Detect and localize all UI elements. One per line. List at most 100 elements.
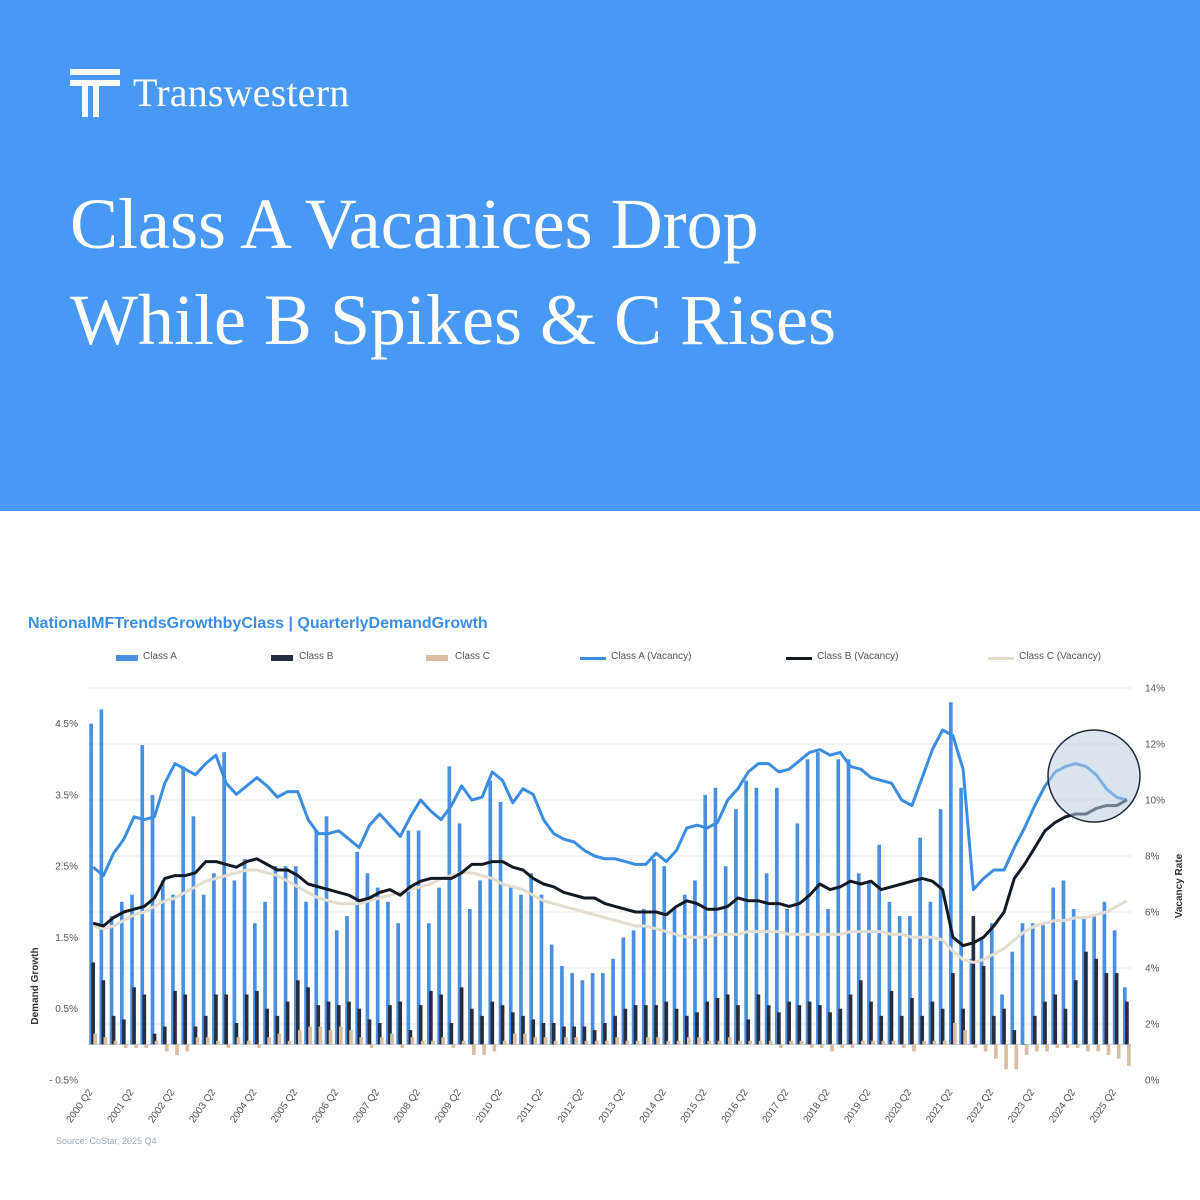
bar-class-c <box>451 1044 456 1048</box>
bar-class-b <box>1043 1001 1047 1045</box>
x-tick-label: 2002 Q2 <box>146 1087 177 1125</box>
legend-swatch-class-a-vacancy <box>580 657 606 660</box>
x-tick-label: 2004 Q2 <box>228 1087 259 1125</box>
bar-class-c <box>605 1040 609 1045</box>
demand-vacancy-chart: 4.5% 3.5% 2.5% 1.5% 0.5% - 0.5% 14% 12% 10% 8% 6%… <box>30 684 1185 1126</box>
bar-class-b <box>930 1001 935 1045</box>
right-tick-label: 2% <box>1145 1020 1160 1031</box>
bar-class-b <box>1002 1008 1006 1045</box>
bar-class-a <box>529 873 534 1045</box>
bar-class-a <box>375 887 380 1045</box>
bar-class-b <box>899 1015 904 1045</box>
line-class-c-vacancy- <box>92 868 1128 964</box>
bar-class-b <box>951 973 955 1045</box>
bar-class-b <box>633 1005 638 1045</box>
bar-class-c <box>103 1037 108 1045</box>
bar-class-a <box>989 923 994 1045</box>
bar-class-c <box>1024 1044 1029 1056</box>
bar-class-b <box>725 994 730 1045</box>
bar-class-c <box>553 1040 558 1045</box>
x-tick-label: 2014 Q2 <box>638 1087 669 1125</box>
bar-class-c <box>379 1037 384 1045</box>
transwestern-t-icon <box>70 69 120 117</box>
bar-class-c <box>1086 1044 1090 1052</box>
bar-class-a <box>713 787 718 1045</box>
bar-class-c <box>625 1040 630 1045</box>
bar-class-b <box>377 1022 382 1045</box>
bar-class-c <box>1116 1044 1121 1059</box>
bar-class-b <box>306 987 310 1045</box>
bar-class-c <box>994 1044 998 1059</box>
bar-class-a <box>519 894 523 1045</box>
bar-class-c <box>216 1040 220 1045</box>
bar-class-a <box>304 901 308 1045</box>
bar-class-a <box>877 844 882 1045</box>
bar-class-c <box>1014 1044 1019 1070</box>
legend-label-class-c-vacancy: Class C (Vacancy) <box>1019 651 1102 662</box>
chart-gridlines <box>88 687 1132 1045</box>
bar-class-c <box>236 1037 241 1045</box>
x-tick-label: 2001 Q2 <box>106 1087 137 1125</box>
bar-class-b <box>285 1001 290 1045</box>
bar-class-b <box>255 990 259 1045</box>
bar-class-c <box>523 1033 527 1045</box>
x-tick-label: 2024 Q2 <box>1047 1087 1078 1125</box>
bar-class-b <box>234 1022 239 1045</box>
bar-class-c <box>246 1040 251 1045</box>
legend-label-class-b: Class B <box>299 651 334 662</box>
x-tick-label: 2016 Q2 <box>720 1087 751 1125</box>
bar-class-b <box>592 1030 597 1045</box>
bar-class-a <box>140 745 145 1045</box>
bar-class-c <box>789 1040 793 1045</box>
bar-class-c <box>564 1037 568 1045</box>
bar-class-b <box>510 1012 515 1045</box>
bar-class-b <box>766 1005 771 1045</box>
bar-class-b <box>531 1019 536 1045</box>
x-tick-label: 2006 Q2 <box>310 1087 341 1125</box>
bar-class-b <box>1063 1008 1068 1045</box>
bar-class-b <box>920 1015 925 1045</box>
right-tick-label: 4% <box>1145 964 1160 975</box>
bar-class-c <box>656 1037 660 1045</box>
bar-class-c <box>881 1040 886 1045</box>
bar-class-c <box>543 1037 548 1045</box>
bar-class-c <box>512 1033 517 1045</box>
bar-class-a <box>171 894 175 1045</box>
bar-class-c <box>277 1033 282 1045</box>
bar-class-b <box>756 994 761 1045</box>
bar-class-c <box>1065 1044 1070 1048</box>
bar-class-c <box>820 1044 824 1048</box>
bar-class-c <box>1045 1044 1049 1052</box>
bar-class-c <box>267 1037 271 1045</box>
bar-class-a <box>693 880 697 1045</box>
bar-class-c <box>318 1026 323 1045</box>
bar-class-a <box>130 894 134 1045</box>
bar-class-b <box>91 962 95 1045</box>
x-tick-label: 2021 Q2 <box>924 1087 955 1125</box>
bar-class-b <box>500 1005 505 1045</box>
bar-class-b <box>326 1001 331 1045</box>
x-tick-label: 2000 Q2 <box>65 1087 96 1125</box>
bar-class-a <box>601 973 605 1045</box>
bar-class-b <box>940 1008 945 1045</box>
bar-class-b <box>1053 994 1058 1045</box>
bar-class-c <box>707 1040 712 1045</box>
bar-class-b <box>664 1001 669 1045</box>
bar-class-b <box>879 1015 884 1045</box>
bar-class-c <box>768 1040 773 1045</box>
bar-class-b <box>684 1015 689 1045</box>
bar-class-a <box>427 923 431 1045</box>
bar-class-c <box>533 1037 538 1045</box>
bar-class-b <box>971 916 976 1045</box>
bar-class-c <box>134 1044 138 1048</box>
bar-class-b <box>121 1019 126 1045</box>
bar-class-c <box>1127 1044 1131 1066</box>
bar-class-b <box>183 994 188 1045</box>
bar-class-a <box>181 766 186 1045</box>
legend-swatch-class-c <box>426 655 448 661</box>
bar-class-a <box>324 816 329 1045</box>
x-tick-label: 2023 Q2 <box>1006 1087 1037 1125</box>
bar-class-a <box>345 916 349 1045</box>
bar-class-c <box>942 1040 947 1045</box>
bar-class-b <box>111 1015 116 1045</box>
